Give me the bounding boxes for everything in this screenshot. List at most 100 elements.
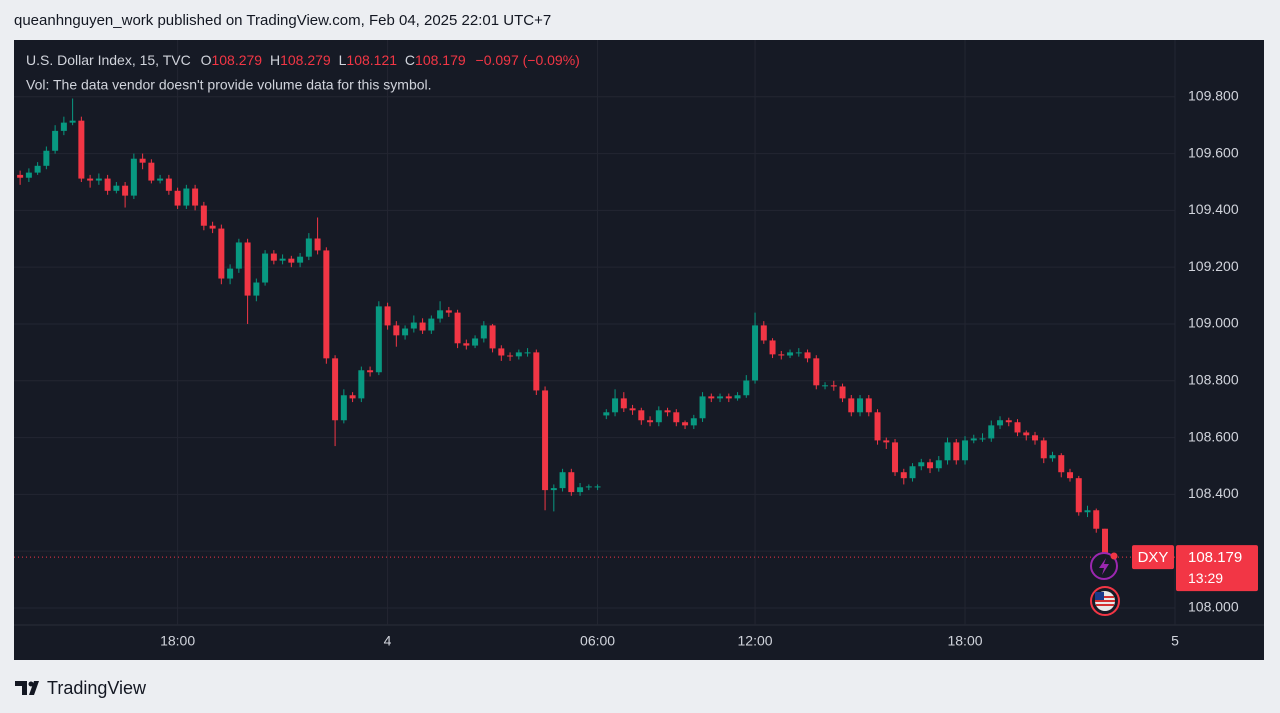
candle-body bbox=[813, 358, 820, 386]
candle-body bbox=[892, 442, 899, 473]
candle-body bbox=[795, 352, 802, 354]
brand-name: TradingView bbox=[47, 678, 147, 698]
y-tick-label: 108.600 bbox=[1188, 428, 1239, 444]
candle-body bbox=[734, 395, 741, 399]
candle-body bbox=[279, 258, 286, 261]
candle-body bbox=[577, 487, 584, 493]
candle-body bbox=[402, 328, 409, 336]
candle-body bbox=[34, 165, 41, 173]
change-value: −0.097 (−0.09%) bbox=[476, 52, 580, 68]
candle-body bbox=[463, 343, 470, 346]
candle-body bbox=[130, 158, 137, 196]
candle-body bbox=[979, 438, 986, 440]
candle-body bbox=[60, 122, 67, 131]
candle-body bbox=[997, 420, 1004, 426]
candle-body bbox=[139, 158, 146, 163]
candle-body bbox=[358, 370, 365, 399]
close-letter: C bbox=[405, 52, 415, 68]
x-tick-label: 5 bbox=[1171, 633, 1179, 649]
candle-body bbox=[1067, 472, 1074, 479]
candle-body bbox=[165, 178, 172, 191]
candle-body bbox=[1058, 455, 1065, 473]
candle-body bbox=[200, 205, 207, 226]
candle-body bbox=[927, 462, 934, 469]
candle-body bbox=[78, 120, 85, 179]
candle-body bbox=[183, 188, 190, 206]
candle-body bbox=[725, 396, 732, 399]
candle-body bbox=[708, 396, 715, 399]
symbol-title: U.S. Dollar Index, 15, TVC bbox=[26, 52, 191, 68]
candle-body bbox=[227, 268, 234, 279]
x-tick-label: 12:00 bbox=[738, 633, 773, 649]
candle-body bbox=[944, 442, 951, 461]
candle-body bbox=[375, 306, 382, 373]
candle-body bbox=[822, 385, 829, 387]
candle-body bbox=[743, 380, 750, 396]
candle-body bbox=[480, 325, 487, 339]
symbol-tag: DXY bbox=[1138, 549, 1169, 566]
candle-body bbox=[787, 352, 794, 356]
candle-body bbox=[445, 310, 452, 313]
price-tag-countdown: 13:29 bbox=[1188, 570, 1223, 586]
candle-body bbox=[1093, 510, 1100, 529]
candle-body bbox=[769, 340, 776, 355]
candle-body bbox=[288, 258, 295, 263]
candle-body bbox=[262, 253, 269, 283]
candle-body bbox=[804, 352, 811, 359]
candle-body bbox=[244, 242, 251, 296]
brand-logo-dot bbox=[28, 681, 34, 687]
x-tick-label: 18:00 bbox=[160, 633, 195, 649]
candle-body bbox=[953, 442, 960, 461]
candle-body bbox=[87, 178, 94, 181]
y-tick-label: 109.800 bbox=[1188, 87, 1239, 103]
y-tick-label: 108.800 bbox=[1188, 371, 1239, 387]
candle-body bbox=[104, 178, 111, 191]
candle-body bbox=[874, 412, 881, 441]
volume-note: Vol: The data vendor doesn't provide vol… bbox=[26, 77, 432, 93]
candle-body bbox=[1102, 528, 1109, 558]
y-tick-label: 108.000 bbox=[1188, 599, 1239, 615]
candle-body bbox=[515, 352, 522, 357]
candle-body bbox=[270, 253, 277, 261]
y-tick-label: 108.400 bbox=[1188, 485, 1239, 501]
candle-body bbox=[647, 420, 654, 423]
price-tag-box bbox=[1176, 545, 1258, 592]
legend-line: U.S. Dollar Index, 15, TVC O108.279 H108… bbox=[26, 52, 580, 68]
candle-body bbox=[340, 395, 347, 421]
x-tick-label: 06:00 bbox=[580, 633, 615, 649]
low-letter: L bbox=[339, 52, 347, 68]
candle-body bbox=[297, 256, 304, 263]
candle-body bbox=[752, 325, 759, 381]
candle-body bbox=[52, 130, 59, 151]
chart-panel bbox=[14, 40, 1264, 660]
candle-body bbox=[559, 472, 566, 489]
candle-body bbox=[235, 242, 242, 269]
candle-body bbox=[568, 472, 575, 493]
open-value: 108.279 bbox=[211, 52, 262, 68]
candle-body bbox=[900, 472, 907, 479]
candle-body bbox=[629, 408, 636, 411]
price-tag-value: 108.179 bbox=[1188, 549, 1242, 566]
candle-body bbox=[95, 178, 102, 181]
x-tick-label: 4 bbox=[384, 633, 392, 649]
candle-body bbox=[472, 338, 479, 346]
candle-body bbox=[857, 398, 864, 413]
candle-body bbox=[1023, 432, 1030, 436]
close-value: 108.179 bbox=[415, 52, 466, 68]
candle-body bbox=[839, 386, 846, 399]
candle-body bbox=[113, 185, 120, 191]
flag-canton bbox=[1095, 592, 1104, 600]
candle-body bbox=[717, 396, 724, 399]
lightning-glyph bbox=[1099, 558, 1109, 575]
candle-body bbox=[778, 354, 785, 356]
candle-body bbox=[970, 438, 977, 441]
high-letter: H bbox=[270, 52, 280, 68]
candle-body bbox=[43, 150, 50, 166]
candle-body bbox=[603, 412, 610, 416]
candle-body bbox=[323, 250, 330, 359]
candle-body bbox=[962, 440, 969, 461]
candle-body bbox=[988, 425, 995, 439]
candle-body bbox=[935, 460, 942, 469]
candle-body bbox=[17, 174, 24, 178]
x-tick-label: 18:00 bbox=[947, 633, 982, 649]
